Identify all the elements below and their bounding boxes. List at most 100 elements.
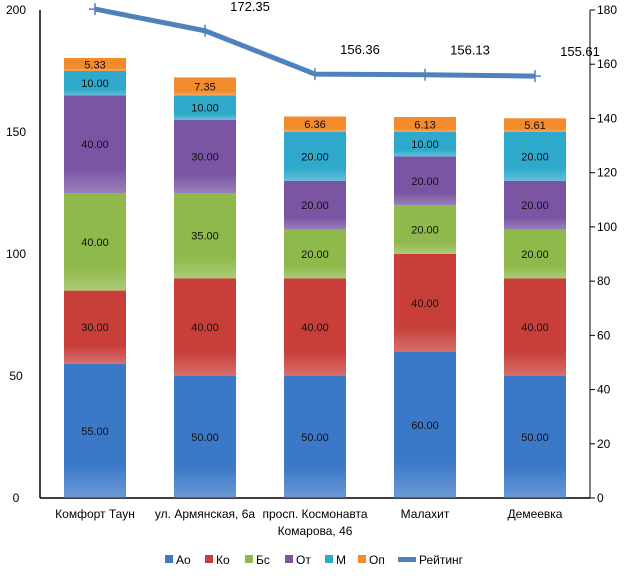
bar-data-label: 5.61	[524, 120, 545, 132]
bar-data-label: 35.00	[191, 231, 219, 243]
legend-label: М	[336, 553, 346, 567]
bar-data-label: 40.00	[191, 322, 219, 334]
bar-segment-М	[284, 132, 346, 181]
bar-data-label: 40.00	[81, 139, 109, 151]
bar-data-label: 55.00	[81, 426, 109, 438]
bar-segment-Ао	[394, 351, 456, 498]
bar-data-label: 20.00	[411, 176, 439, 188]
bar-segment-От	[504, 180, 566, 230]
right-axis-tick-label: 60	[597, 328, 611, 342]
legend-swatch-Ко	[205, 555, 213, 563]
right-axis-tick-label: 160	[597, 57, 617, 71]
rating-point-marker	[309, 68, 321, 81]
rating-data-label: 155.61	[560, 44, 600, 59]
bar-data-label: 60.00	[411, 420, 439, 432]
legend-swatch-Бс	[245, 555, 253, 563]
bar-segment-Бс	[394, 205, 456, 254]
bar-data-label: 40.00	[411, 298, 439, 310]
legend-swatch-От	[285, 555, 293, 563]
bar-segment-Ко	[504, 278, 566, 376]
bar-data-label: 20.00	[411, 225, 439, 237]
rating-data-label: 156.36	[340, 42, 380, 57]
legend-swatch-М	[325, 555, 333, 563]
right-axis-tick-label: 120	[597, 166, 617, 180]
bar-segment-Оп	[394, 117, 456, 132]
x-axis-category-label: Комарова, 46	[278, 524, 353, 538]
bar-segment-Бс	[174, 193, 236, 279]
bar-segment-От	[394, 156, 456, 206]
x-axis-category-label: ул. Армянская, 6а	[155, 507, 255, 521]
bar-data-label: 50.00	[191, 432, 219, 444]
x-axis-category-label: Комфорт Таун	[55, 507, 135, 521]
rating-data-label: 156.13	[450, 43, 490, 58]
bar-data-label: 20.00	[301, 151, 329, 163]
bar-data-label: 6.13	[414, 120, 435, 132]
legend-label: Бс	[256, 553, 270, 567]
bar-segment-Оп	[174, 77, 236, 96]
legend-label: От	[296, 553, 311, 567]
left-axis-tick-label: 100	[6, 247, 26, 261]
bar-segment-Ко	[284, 278, 346, 376]
bar-segment-От	[64, 95, 126, 193]
rating-point-marker	[419, 68, 431, 81]
bar-segment-М	[394, 132, 456, 157]
bar-data-label: 10.00	[81, 78, 109, 90]
bar-segment-Ко	[64, 290, 126, 364]
bar-data-label: 30.00	[81, 322, 109, 334]
legend-swatch-Рейтинг	[398, 557, 416, 562]
bar-data-label: 50.00	[301, 432, 329, 444]
bar-data-label: 50.00	[521, 432, 549, 444]
bar-data-label: 10.00	[191, 103, 219, 115]
rating-data-label: 172.35	[230, 0, 270, 14]
legend-swatch-Ао	[165, 555, 173, 563]
right-axis-tick-label: 20	[597, 437, 611, 451]
bar-data-label: 20.00	[521, 249, 549, 261]
legend-label: Рейтинг	[419, 553, 464, 567]
bar-data-label: 20.00	[521, 151, 549, 163]
left-axis-tick-label: 0	[13, 491, 20, 505]
bar-segment-М	[174, 95, 236, 120]
bar-data-label: 30.00	[191, 151, 219, 163]
bar-segment-М	[64, 71, 126, 96]
bar-segment-Ао	[174, 376, 236, 498]
bar-segment-От	[174, 119, 236, 193]
bar-segment-Ко	[394, 254, 456, 352]
bar-data-label: 20.00	[301, 200, 329, 212]
left-axis-tick-label: 200	[6, 3, 26, 17]
bar-data-label: 10.00	[411, 139, 439, 151]
bar-data-label: 5.33	[84, 59, 105, 71]
bar-data-label: 20.00	[301, 249, 329, 261]
legend-label: Ао	[176, 553, 191, 567]
bar-segment-Бс	[504, 229, 566, 279]
bar-segment-Ао	[64, 363, 126, 498]
right-axis-tick-label: 180	[597, 3, 617, 17]
left-axis-tick-label: 150	[6, 125, 26, 139]
rating-point-marker	[89, 3, 101, 16]
legend-swatch-Оп	[358, 555, 366, 563]
bar-segment-Оп	[504, 118, 566, 132]
bar-segment-Ко	[174, 278, 236, 376]
right-axis-tick-label: 40	[597, 383, 611, 397]
bar-data-label: 6.36	[304, 119, 325, 131]
bar-data-label: 20.00	[521, 200, 549, 212]
bar-segment-Ао	[504, 376, 566, 498]
bar-segment-От	[284, 180, 346, 230]
left-axis-tick-label: 50	[9, 369, 23, 383]
rating-point-marker	[199, 24, 211, 37]
bar-segment-Бс	[284, 229, 346, 279]
legend-label: Ко	[216, 553, 230, 567]
bar-segment-Ао	[284, 376, 346, 498]
legend-label: Оп	[369, 553, 385, 567]
x-axis-category-label: просп. Космонавта	[262, 507, 367, 521]
bar-segment-Бс	[64, 193, 126, 291]
right-axis-tick-label: 100	[597, 220, 617, 234]
x-axis-category-label: Малахит	[401, 507, 450, 521]
bar-data-label: 40.00	[81, 237, 109, 249]
bar-data-label: 40.00	[521, 322, 549, 334]
right-axis-tick-label: 80	[597, 274, 611, 288]
x-axis-category-label: Демеевка	[508, 507, 563, 521]
rating-point-marker	[529, 70, 541, 83]
bar-data-label: 7.35	[194, 81, 215, 93]
bar-data-label: 40.00	[301, 322, 329, 334]
